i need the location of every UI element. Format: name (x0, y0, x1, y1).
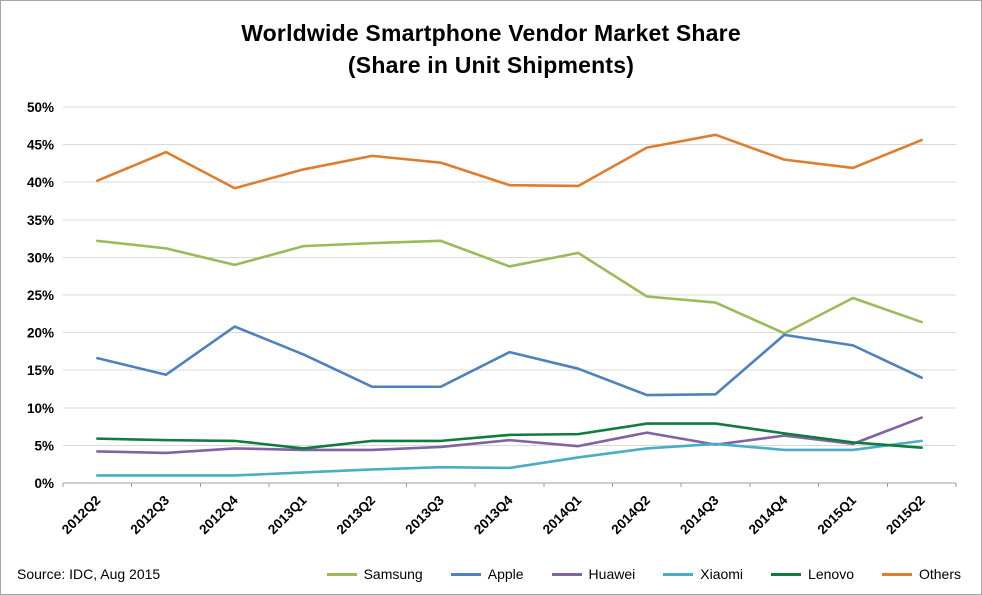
legend-label: Others (918, 566, 961, 582)
chart-title: Worldwide Smartphone Vendor Market Share… (1, 17, 981, 81)
y-tick-label: 40% (27, 175, 54, 190)
x-tick-label: 2013Q2 (334, 493, 379, 538)
y-tick-label: 10% (27, 401, 54, 416)
x-tick-label: 2013Q3 (402, 492, 447, 537)
legend-label: Apple (487, 566, 524, 582)
line-chart-plot: 0%5%10%15%20%25%30%35%40%45%50%2012Q2 201… (27, 100, 957, 537)
series-line-apple (96, 325, 923, 397)
series-line-huawei (96, 416, 923, 455)
series-line-others (96, 133, 923, 190)
legend-label: Huawei (588, 566, 636, 582)
x-tick-label: 2014Q4 (746, 492, 791, 537)
x-tick-label: 2013Q4 (471, 492, 516, 537)
legend-label: Samsung (363, 566, 423, 582)
legend-swatch-huawei (551, 572, 582, 576)
legend-label: Lenovo (808, 566, 854, 582)
legend-swatch-lenovo (771, 572, 802, 576)
y-tick-label: 50% (27, 100, 54, 115)
x-tick-label: 2014Q2 (608, 493, 653, 538)
legend-item-apple: Apple (450, 566, 524, 582)
legend-item-lenovo: Lenovo (771, 566, 854, 582)
y-tick-label: 15% (27, 363, 54, 378)
series-line-lenovo (96, 422, 923, 450)
y-tick-label: 35% (27, 213, 54, 228)
x-axis-labels: 2012Q2 2012Q3 2012Q4 2013Q1 2013Q2 2013Q3 2013… (59, 492, 928, 537)
x-axis-ticks (62, 483, 957, 487)
x-tick-label: 2012Q2 (59, 493, 104, 538)
legend-swatch-apple (450, 572, 481, 576)
series-line-xiaomi (96, 439, 923, 477)
chart-title-line1: Worldwide Smartphone Vendor Market Share (241, 20, 741, 46)
y-tick-label: 0% (34, 476, 54, 491)
legend-label: Xiaomi (700, 566, 744, 582)
legend-item-samsung: Samsung (326, 566, 423, 582)
x-tick-label: 2013Q1 (265, 492, 310, 537)
x-tick-label: 2012Q3 (128, 492, 173, 537)
x-tick-label: 2014Q1 (540, 492, 585, 537)
series-line-samsung (96, 239, 923, 335)
x-tick-label: 2015Q2 (883, 493, 928, 538)
y-tick-label: 25% (27, 288, 54, 303)
chart-title-line2: (Share in Unit Shipments) (347, 52, 635, 79)
y-tick-label: 20% (27, 326, 54, 341)
legend-swatch-xiaomi (663, 572, 694, 576)
legend-item-others: Others (881, 566, 961, 582)
y-tick-label: 5% (34, 438, 54, 453)
legend-item-huawei: Huawei (551, 566, 636, 582)
y-tick-label: 30% (27, 250, 54, 265)
source-label: Source: IDC, Aug 2015 (17, 566, 161, 582)
legend: Samsung Apple Huawei Xiaomi Lenovo Others (326, 566, 961, 582)
y-tick-label: 45% (27, 138, 54, 153)
legend-swatch-samsung (326, 572, 357, 576)
gridlines (63, 106, 956, 484)
x-tick-label: 2014Q3 (677, 492, 722, 537)
chart-footer: Source: IDC, Aug 2015 Samsung Apple Huawei… (17, 566, 961, 582)
legend-swatch-others (881, 572, 912, 576)
legend-item-xiaomi: Xiaomi (663, 566, 743, 582)
x-tick-label: 2012Q4 (196, 492, 241, 537)
series-lines (96, 133, 923, 477)
x-tick-label: 2015Q1 (815, 492, 860, 537)
y-axis-labels: 0% 5% 10% 15% 20% 25% 30% 35% 40% 45% 50% (27, 100, 54, 491)
